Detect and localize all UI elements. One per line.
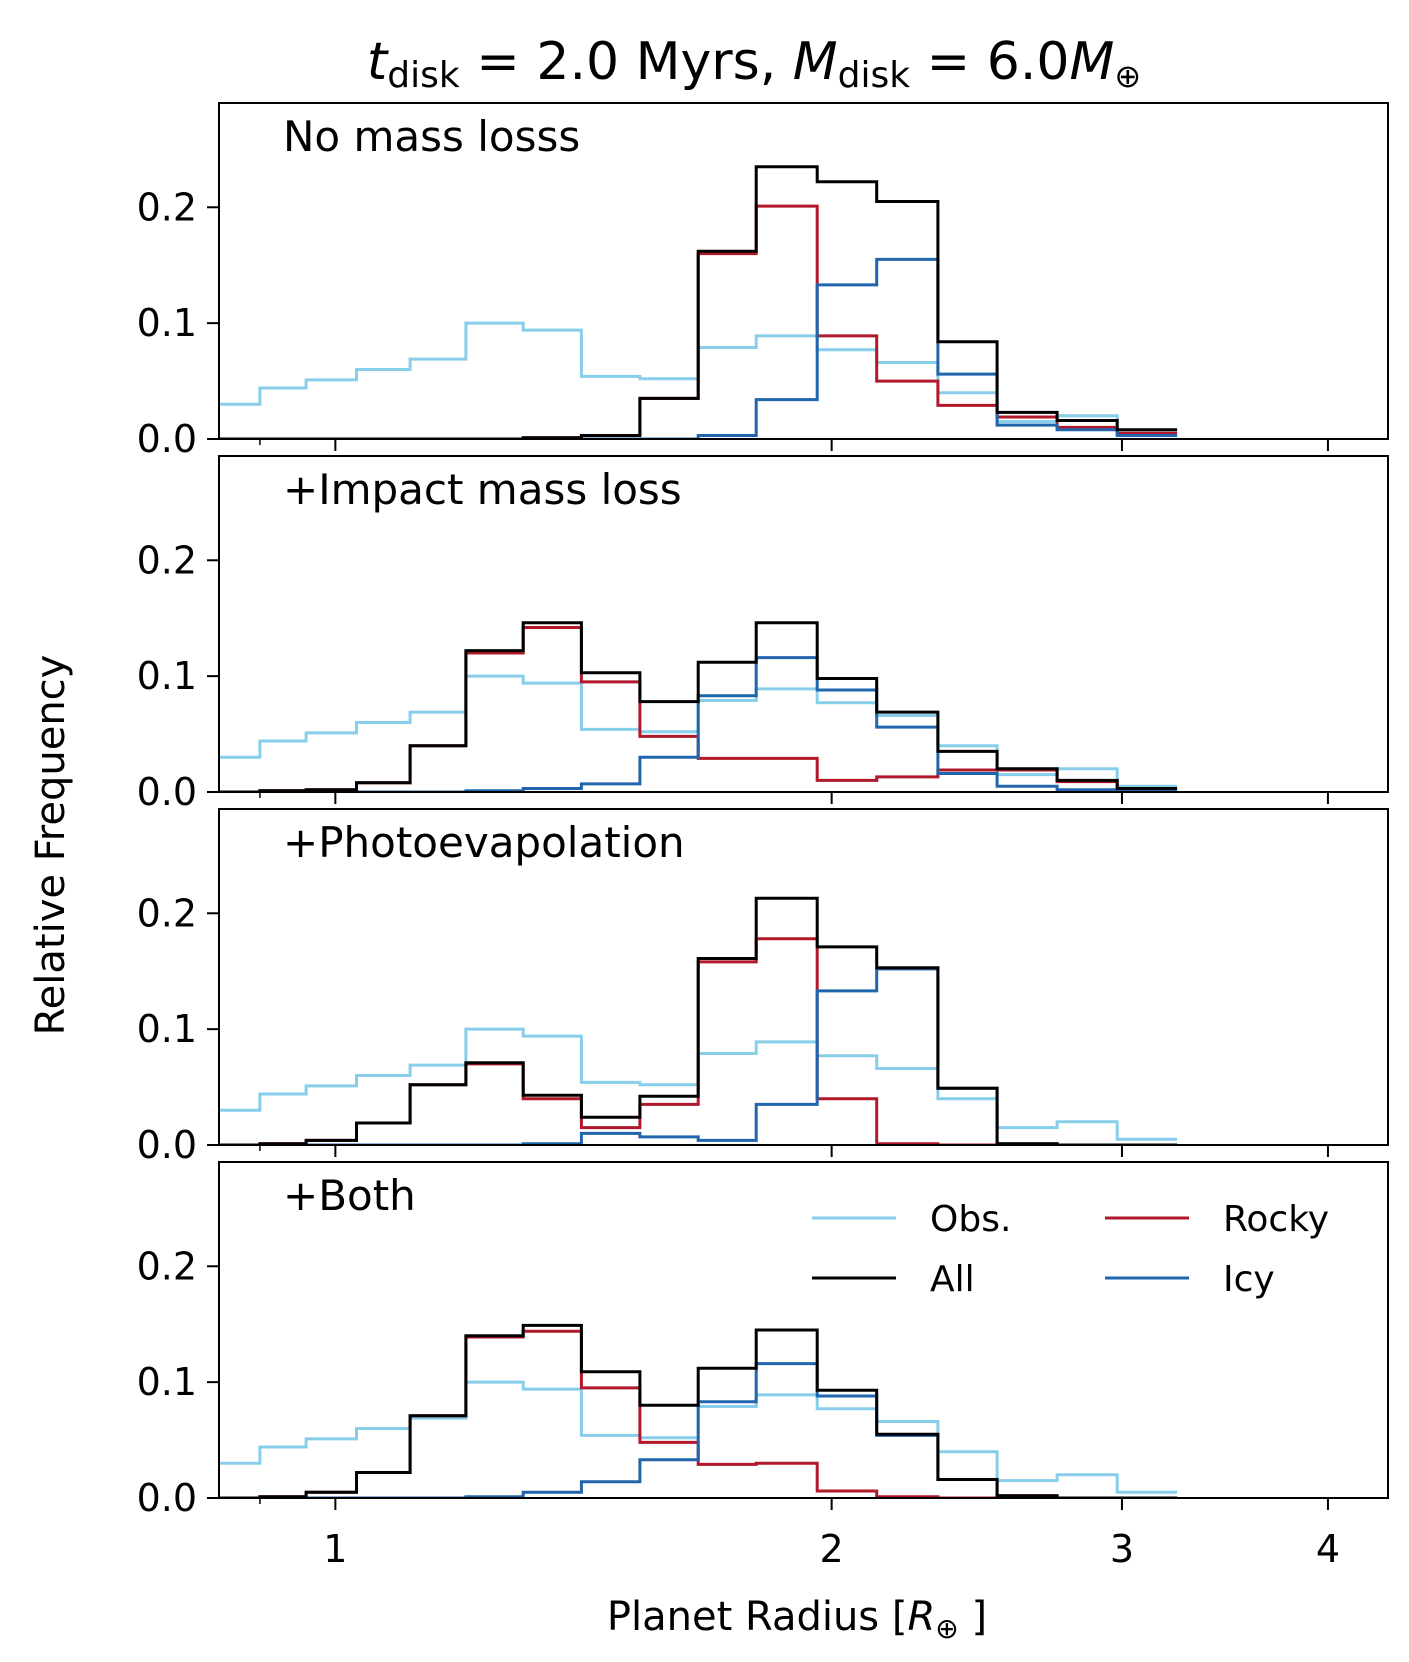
x-title-prefix: Planet Radius [ — [607, 1594, 908, 1640]
x-axis: 1 2 3 4 Planet Radius [R⊕ ] — [323, 1527, 1340, 1645]
panels: 0.0 0.1 0.2 No mass losss 0.0 0.1 0.2 +Impact m… — [137, 102, 1389, 1520]
panel-frame — [218, 102, 1389, 440]
y-axis-title-text: Relative Frequency — [28, 655, 74, 1036]
title-m2-sub: ⊕ — [1114, 57, 1141, 95]
panel-series — [219, 621, 1178, 792]
title-m: M — [793, 32, 838, 92]
panel-series — [219, 1323, 1178, 1498]
series-all-line — [219, 1323, 1178, 1498]
legend-icy-label: Icy — [1223, 1259, 1275, 1300]
y-tick-label: 0.1 — [137, 1360, 197, 1404]
title-t: t — [367, 32, 389, 92]
series-rocky-line — [219, 204, 1178, 439]
y-tick-label: 0.2 — [137, 891, 197, 935]
series-obs-line — [219, 1380, 1178, 1494]
y-axis-title: Relative Frequency — [28, 655, 74, 1036]
y-tick-label: 0.2 — [137, 538, 197, 582]
y-tick-label: 0.1 — [137, 654, 197, 698]
y-tick-label: 0.0 — [137, 1476, 197, 1520]
x-axis-title: Planet Radius [R⊕ ] — [607, 1594, 987, 1645]
x-tick-label: 1 — [323, 1527, 347, 1571]
series-icy-line — [219, 257, 1178, 439]
panel-frame — [218, 808, 1389, 1146]
legend-all-label: All — [930, 1259, 975, 1300]
panel-label: +Photoevapolation — [283, 818, 685, 867]
series-all-line — [219, 621, 1178, 792]
chart-title: tdisk = 2.0 Myrs, Mdisk = 6.0M⊕ — [367, 32, 1141, 96]
y-tick-label: 0.1 — [137, 1007, 197, 1051]
panel-1: 0.0 0.1 0.2 No mass losss — [137, 102, 1389, 461]
panel-label: No mass losss — [283, 112, 580, 161]
panel-series — [219, 896, 1178, 1145]
x-tick-label: 4 — [1316, 1527, 1340, 1571]
y-tick-label: 0.0 — [137, 1123, 197, 1167]
legend: Obs. Rocky All Icy — [812, 1199, 1329, 1300]
title-mid: = 2.0 Myrs, — [460, 32, 793, 92]
x-tick-label: 2 — [820, 1527, 844, 1571]
x-title-sym: R — [907, 1594, 935, 1640]
panel-label: +Impact mass loss — [283, 465, 682, 514]
x-title-sub: ⊕ — [935, 1612, 958, 1645]
y-tick-label: 0.1 — [137, 301, 197, 345]
panel-series — [219, 165, 1178, 439]
panel-frame — [218, 1161, 1389, 1499]
panel-2: 0.0 0.1 0.2 +Impact mass loss — [137, 455, 1389, 814]
y-tick-label: 0.0 — [137, 770, 197, 814]
series-all-line — [219, 896, 1178, 1145]
y-tick-label: 0.2 — [137, 1244, 197, 1288]
y-tick-label: 0.0 — [137, 417, 197, 461]
series-icy-line — [219, 656, 1178, 792]
title-m2: M — [1069, 32, 1114, 92]
x-tick-label: 3 — [1110, 1527, 1134, 1571]
title-end: = 6.0 — [910, 32, 1069, 92]
panel-label: +Both — [283, 1171, 416, 1220]
legend-obs-label: Obs. — [930, 1199, 1011, 1240]
panel-3: 0.0 0.1 0.2 +Photoevapolation — [137, 808, 1389, 1167]
y-tick-label: 0.2 — [137, 185, 197, 229]
figure-title: tdisk = 2.0 Myrs, Mdisk = 6.0M⊕ — [367, 32, 1141, 96]
title-m-sub: disk — [838, 55, 911, 96]
series-all-line — [219, 165, 1178, 439]
panel-4: 0.0 0.1 0.2 +Both — [137, 1161, 1389, 1520]
legend-rocky-label: Rocky — [1223, 1199, 1329, 1240]
x-title-suffix: ] — [959, 1594, 987, 1640]
title-t-sub: disk — [387, 55, 460, 96]
panel-frame — [218, 455, 1389, 793]
